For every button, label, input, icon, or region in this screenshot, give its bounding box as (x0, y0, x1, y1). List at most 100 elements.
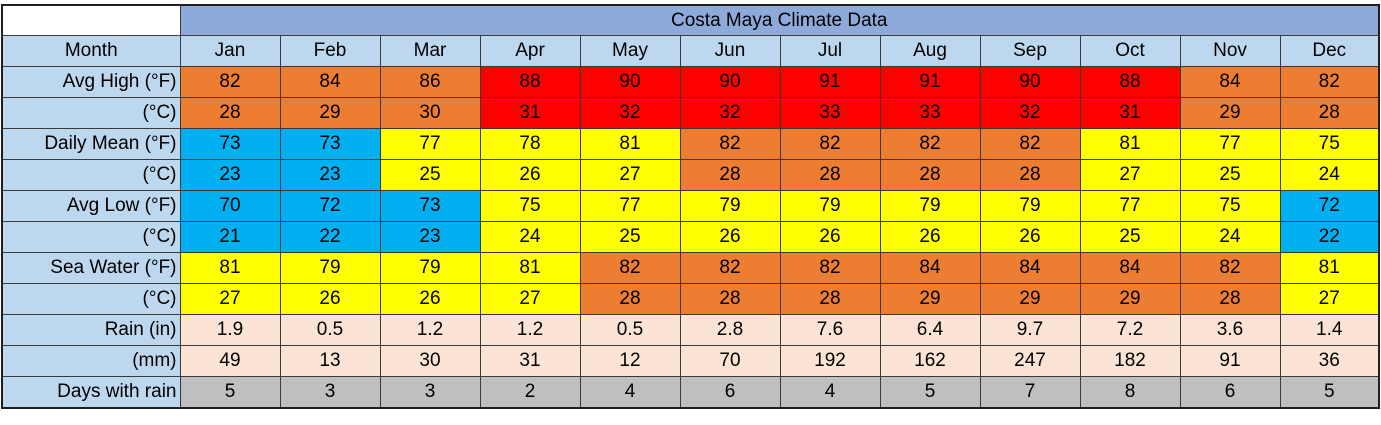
cell-daily-mean-f-may: 81 (579, 128, 681, 160)
cell-avg-high-f-jan: 82 (179, 66, 281, 98)
month-header-dec: Dec (1279, 35, 1380, 67)
cell-rain-in-nov: 3.6 (1179, 314, 1281, 346)
month-header-sep: Sep (979, 35, 1081, 67)
row-label-avg-high-f: Avg High (°F) (1, 66, 181, 98)
cell-daily-mean-c-nov: 25 (1179, 159, 1281, 191)
cell-rain-in-aug: 6.4 (879, 314, 981, 346)
cell-days-with-rain-feb: 3 (279, 376, 381, 409)
cell-avg-high-c-feb: 29 (279, 97, 381, 129)
month-header-jan: Jan (179, 35, 281, 67)
cell-rain-mm-mar: 30 (379, 345, 481, 377)
month-header-row: Month Jan Feb Mar Apr May Jun Jul Aug Sep Oct Nov D… (1, 35, 1380, 67)
cell-days-with-rain-may: 4 (579, 376, 681, 409)
row-label-rain-in: Rain (in) (1, 314, 181, 346)
cell-sea-water-f-jun: 82 (679, 252, 781, 284)
cell-days-with-rain-nov: 6 (1179, 376, 1281, 409)
cell-daily-mean-f-oct: 81 (1079, 128, 1181, 160)
cell-avg-high-c-aug: 33 (879, 97, 981, 129)
cell-daily-mean-c-jul: 28 (779, 159, 881, 191)
cell-daily-mean-f-jan: 73 (179, 128, 281, 160)
cell-daily-mean-f-dec: 75 (1279, 128, 1380, 160)
month-header-nov: Nov (1179, 35, 1281, 67)
cell-avg-high-f-dec: 82 (1279, 66, 1380, 98)
cell-avg-low-c-apr: 24 (479, 221, 581, 253)
cell-rain-in-sep: 9.7 (979, 314, 1081, 346)
cell-sea-water-f-aug: 84 (879, 252, 981, 284)
cell-avg-high-c-jun: 32 (679, 97, 781, 129)
cell-avg-low-c-jun: 26 (679, 221, 781, 253)
cell-daily-mean-c-may: 27 (579, 159, 681, 191)
cell-rain-in-jan: 1.9 (179, 314, 281, 346)
cell-avg-high-c-dec: 28 (1279, 97, 1380, 129)
cell-rain-mm-feb: 13 (279, 345, 381, 377)
cell-rain-mm-aug: 162 (879, 345, 981, 377)
row-days-with-rain: Days with rain 5 3 3 2 4 6 4 5 7 8 6 5 (1, 376, 1380, 409)
cell-rain-in-apr: 1.2 (479, 314, 581, 346)
cell-rain-in-dec: 1.4 (1279, 314, 1380, 346)
cell-avg-high-c-oct: 31 (1079, 97, 1181, 129)
row-daily-mean-f: Daily Mean (°F) 73 73 77 78 81 82 82 82 82 81 77 75 (1, 128, 1380, 160)
cell-avg-low-f-nov: 75 (1179, 190, 1281, 222)
cell-avg-high-c-may: 32 (579, 97, 681, 129)
cell-rain-mm-dec: 36 (1279, 345, 1380, 377)
row-avg-low-f: Avg Low (°F) 70 72 73 75 77 79 79 79 79 77 75 72 (1, 190, 1380, 222)
cell-daily-mean-c-apr: 26 (479, 159, 581, 191)
cell-days-with-rain-jan: 5 (179, 376, 281, 409)
month-header-mar: Mar (379, 35, 481, 67)
cell-daily-mean-f-feb: 73 (279, 128, 381, 160)
cell-avg-high-f-feb: 84 (279, 66, 381, 98)
cell-sea-water-f-apr: 81 (479, 252, 581, 284)
row-avg-low-c: (°C) 21 22 23 24 25 26 26 26 26 25 24 22 (1, 221, 1380, 253)
cell-daily-mean-c-mar: 25 (379, 159, 481, 191)
cell-sea-water-c-mar: 26 (379, 283, 481, 315)
cell-avg-low-f-jan: 70 (179, 190, 281, 222)
cell-avg-low-c-aug: 26 (879, 221, 981, 253)
cell-avg-high-c-jul: 33 (779, 97, 881, 129)
row-label-avg-low-f: Avg Low (°F) (1, 190, 181, 222)
cell-avg-low-f-oct: 77 (1079, 190, 1181, 222)
month-header-apr: Apr (479, 35, 581, 67)
cell-avg-low-c-jan: 21 (179, 221, 281, 253)
cell-sea-water-c-dec: 27 (1279, 283, 1380, 315)
cell-avg-low-f-sep: 79 (979, 190, 1081, 222)
title-row: Costa Maya Climate Data (1, 4, 1380, 36)
cell-sea-water-f-may: 82 (579, 252, 681, 284)
cell-avg-high-f-mar: 86 (379, 66, 481, 98)
cell-avg-high-f-may: 90 (579, 66, 681, 98)
cell-avg-high-f-sep: 90 (979, 66, 1081, 98)
month-header-label: Month (1, 35, 181, 67)
cell-daily-mean-c-jan: 23 (179, 159, 281, 191)
corner-cell (1, 4, 181, 36)
month-header-feb: Feb (279, 35, 381, 67)
cell-daily-mean-f-jun: 82 (679, 128, 781, 160)
month-header-oct: Oct (1079, 35, 1181, 67)
cell-rain-mm-apr: 31 (479, 345, 581, 377)
cell-avg-high-c-apr: 31 (479, 97, 581, 129)
cell-avg-high-f-jun: 90 (679, 66, 781, 98)
row-label-sea-water-c: (°C) (1, 283, 181, 315)
cell-sea-water-f-nov: 82 (1179, 252, 1281, 284)
cell-sea-water-f-oct: 84 (1079, 252, 1181, 284)
table-body: Costa Maya Climate Data Month Jan Feb Mar A… (1, 4, 1380, 409)
cell-days-with-rain-jul: 4 (779, 376, 881, 409)
cell-avg-high-c-sep: 32 (979, 97, 1081, 129)
cell-days-with-rain-sep: 7 (979, 376, 1081, 409)
cell-sea-water-c-feb: 26 (279, 283, 381, 315)
row-rain-mm: (mm) 49 13 30 31 12 70 192 162 247 182 91 36 (1, 345, 1380, 377)
month-header-jul: Jul (779, 35, 881, 67)
cell-rain-in-jul: 7.6 (779, 314, 881, 346)
cell-avg-low-f-jun: 79 (679, 190, 781, 222)
cell-avg-high-f-apr: 88 (479, 66, 581, 98)
cell-avg-low-f-dec: 72 (1279, 190, 1380, 222)
cell-sea-water-f-feb: 79 (279, 252, 381, 284)
row-sea-water-f: Sea Water (°F) 81 79 79 81 82 82 82 84 84 84 82 81 (1, 252, 1380, 284)
cell-sea-water-c-apr: 27 (479, 283, 581, 315)
cell-rain-mm-sep: 247 (979, 345, 1081, 377)
cell-avg-high-f-oct: 88 (1079, 66, 1181, 98)
cell-avg-low-f-mar: 73 (379, 190, 481, 222)
cell-sea-water-c-oct: 29 (1079, 283, 1181, 315)
row-avg-high-f: Avg High (°F) 82 84 86 88 90 90 91 91 90 88 84 82 (1, 66, 1380, 98)
cell-daily-mean-f-sep: 82 (979, 128, 1081, 160)
cell-rain-mm-may: 12 (579, 345, 681, 377)
cell-avg-low-f-may: 77 (579, 190, 681, 222)
